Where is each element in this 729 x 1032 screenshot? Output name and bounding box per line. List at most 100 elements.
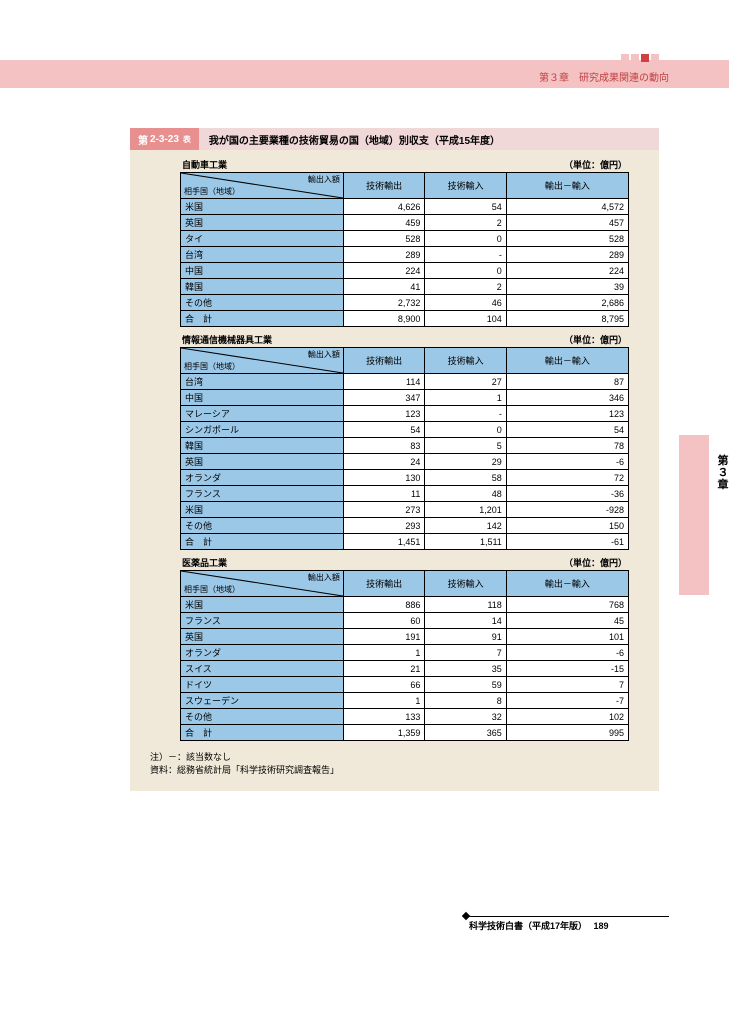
value-cell: 54 [343, 422, 424, 438]
value-cell: 346 [506, 390, 628, 406]
table-row: 韓国83578 [181, 438, 629, 454]
country-cell: その他 [181, 295, 344, 311]
value-cell: 59 [425, 677, 506, 693]
section-header: 情報通信機械器具工業（単位：億円） [180, 333, 629, 347]
table-row: マレーシア123-123 [181, 406, 629, 422]
table-row: その他2,732462,686 [181, 295, 629, 311]
value-cell: 459 [343, 215, 424, 231]
country-cell: その他 [181, 518, 344, 534]
table-row: オランダ1305872 [181, 470, 629, 486]
table-title: 我が国の主要業種の技術貿易の国（地域）別収支（平成15年度） [199, 128, 659, 150]
table-section: 自動車工業（単位：億円）輸出入額相手国（地域）技術輸出技術輸入輸出－輸入米国4,… [180, 158, 629, 327]
col-header: 輸出－輸入 [506, 348, 628, 374]
value-cell: 32 [425, 709, 506, 725]
diag-header: 輸出入額相手国（地域） [181, 348, 344, 374]
table-row: 英国19191101 [181, 629, 629, 645]
country-cell: 合 計 [181, 725, 344, 741]
footer-diamond-icon [462, 912, 470, 920]
table-row: 中国2240224 [181, 263, 629, 279]
col-header: 輸出－輸入 [506, 173, 628, 199]
value-cell: 191 [343, 629, 424, 645]
col-header: 技術輸出 [343, 173, 424, 199]
value-cell: 224 [506, 263, 628, 279]
data-table: 輸出入額相手国（地域）技術輸出技術輸入輸出－輸入台湾1142787中国34713… [180, 347, 629, 550]
col-header: 技術輸出 [343, 571, 424, 597]
unit-label: （単位：億円） [564, 333, 627, 346]
value-cell: 91 [425, 629, 506, 645]
value-cell: 66 [343, 677, 424, 693]
table-row: 合 計1,4511,511-61 [181, 534, 629, 550]
footer-page: 189 [594, 921, 609, 931]
value-cell: 8,795 [506, 311, 628, 327]
value-cell: -7 [506, 693, 628, 709]
country-cell: 台湾 [181, 247, 344, 263]
footer: 科学技術白書（平成17年版） 189 [469, 916, 669, 932]
country-cell: 英国 [181, 454, 344, 470]
value-cell: - [425, 247, 506, 263]
value-cell: 54 [506, 422, 628, 438]
country-cell: 米国 [181, 597, 344, 613]
value-cell: 41 [343, 279, 424, 295]
country-cell: 韓国 [181, 438, 344, 454]
header-band: 第３章 研究成果関連の動向 [0, 60, 729, 88]
value-cell: -928 [506, 502, 628, 518]
table-number-prefix: 第 [138, 132, 148, 147]
country-cell: 米国 [181, 199, 344, 215]
content-area: 第 2-3-23 表 我が国の主要業種の技術貿易の国（地域）別収支（平成15年度… [130, 128, 659, 791]
table-row: ドイツ66597 [181, 677, 629, 693]
note-line: 資料：総務省統計局「科学技術研究調査報告」 [150, 764, 659, 777]
header-square-icon [621, 54, 629, 62]
section-header: 医薬品工業（単位：億円） [180, 556, 629, 570]
header-squares [621, 54, 659, 62]
table-row: フランス1148-36 [181, 486, 629, 502]
table-number-box: 第 2-3-23 表 [130, 128, 199, 150]
value-cell: 60 [343, 613, 424, 629]
country-cell: その他 [181, 709, 344, 725]
value-cell: 1 [425, 390, 506, 406]
value-cell: 104 [425, 311, 506, 327]
value-cell: 1 [343, 645, 424, 661]
value-cell: - [425, 406, 506, 422]
value-cell: 130 [343, 470, 424, 486]
col-header: 輸出－輸入 [506, 571, 628, 597]
value-cell: 54 [425, 199, 506, 215]
value-cell: 0 [425, 263, 506, 279]
country-cell: スイス [181, 661, 344, 677]
country-cell: オランダ [181, 645, 344, 661]
table-row: 台湾289-289 [181, 247, 629, 263]
value-cell: 289 [343, 247, 424, 263]
value-cell: 528 [343, 231, 424, 247]
table-row: タイ5280528 [181, 231, 629, 247]
country-cell: オランダ [181, 470, 344, 486]
table-row: 台湾1142787 [181, 374, 629, 390]
side-tab-label: 第３章 [717, 455, 729, 491]
value-cell: 457 [506, 215, 628, 231]
value-cell: 289 [506, 247, 628, 263]
table-row: 米国886118768 [181, 597, 629, 613]
header-square-icon [651, 54, 659, 62]
value-cell: 123 [343, 406, 424, 422]
value-cell: 2,686 [506, 295, 628, 311]
table-row: 英国4592457 [181, 215, 629, 231]
table-number-suffix: 表 [183, 134, 191, 145]
table-row: フランス601445 [181, 613, 629, 629]
value-cell: 1,451 [343, 534, 424, 550]
country-cell: 中国 [181, 263, 344, 279]
unit-label: （単位：億円） [564, 556, 627, 569]
value-cell: 0 [425, 422, 506, 438]
value-cell: 72 [506, 470, 628, 486]
col-header: 技術輸出 [343, 348, 424, 374]
value-cell: 11 [343, 486, 424, 502]
country-cell: 英国 [181, 629, 344, 645]
value-cell: 87 [506, 374, 628, 390]
table-row: 合 計8,9001048,795 [181, 311, 629, 327]
value-cell: 1 [343, 693, 424, 709]
value-cell: 14 [425, 613, 506, 629]
value-cell: 224 [343, 263, 424, 279]
value-cell: 4,572 [506, 199, 628, 215]
country-cell: 合 計 [181, 534, 344, 550]
value-cell: 45 [506, 613, 628, 629]
value-cell: 0 [425, 231, 506, 247]
value-cell: 35 [425, 661, 506, 677]
table-section: 情報通信機械器具工業（単位：億円）輸出入額相手国（地域）技術輸出技術輸入輸出－輸… [180, 333, 629, 550]
